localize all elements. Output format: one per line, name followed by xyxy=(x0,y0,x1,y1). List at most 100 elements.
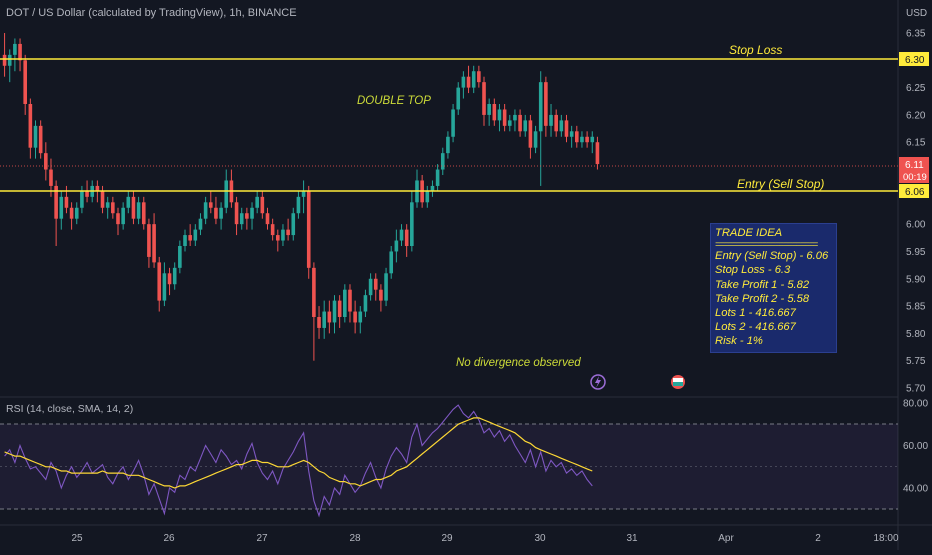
lightning-event-icon[interactable] xyxy=(590,374,606,390)
candle-body xyxy=(13,43,17,55)
candle xyxy=(332,295,337,334)
candle xyxy=(260,191,265,219)
candle-body xyxy=(105,202,110,208)
candle xyxy=(44,142,48,181)
candle-body xyxy=(260,196,265,214)
candle-body xyxy=(121,207,125,225)
candle-body xyxy=(64,196,69,208)
time-tick-label: 28 xyxy=(349,533,361,544)
trade-idea-stop-loss: Stop Loss - 6.3 xyxy=(715,264,791,277)
candle xyxy=(111,196,115,219)
candle-body xyxy=(239,213,244,225)
candle xyxy=(23,54,28,115)
candle-body xyxy=(80,191,84,208)
candle-body xyxy=(286,229,290,236)
candle-body xyxy=(214,207,218,219)
price-tick-label: 6.00 xyxy=(906,220,926,231)
candle-body xyxy=(172,267,177,285)
double-top-label: DOUBLE TOP xyxy=(357,95,431,107)
candle xyxy=(353,300,357,334)
price-tick-label: 6.20 xyxy=(906,110,926,121)
candle xyxy=(440,147,445,175)
trade-idea-entry: Entry (Sell Stop) - 6.06 xyxy=(715,250,829,263)
candle-body xyxy=(85,191,89,197)
trade-idea-box: TRADE IDEA ======================== Entr… xyxy=(710,223,837,353)
candle-body xyxy=(126,196,131,208)
candle xyxy=(533,125,538,154)
candle xyxy=(379,284,383,312)
rsi-tick-label: 80.00 xyxy=(903,399,928,410)
candle-body xyxy=(152,224,156,263)
stop-loss-label: Stop Loss xyxy=(729,43,782,57)
candle xyxy=(538,71,543,186)
candle xyxy=(28,98,33,159)
price-tick-label: 5.85 xyxy=(906,302,926,313)
candle xyxy=(358,306,363,334)
candle xyxy=(152,213,156,268)
candle-body xyxy=(523,120,528,132)
candle xyxy=(590,131,595,154)
candle xyxy=(275,229,280,252)
divergence-label: No divergence observed xyxy=(456,357,581,369)
candle xyxy=(234,196,239,236)
candle-body xyxy=(358,311,363,323)
candle xyxy=(549,104,553,137)
candle-body xyxy=(301,191,306,197)
rsi-indicator-label[interactable]: RSI (14, close, SMA, 14, 2) xyxy=(6,403,134,415)
rsi-band xyxy=(0,424,898,509)
candle xyxy=(306,185,311,279)
candle-body xyxy=(317,317,321,328)
candle xyxy=(569,125,574,148)
time-tick-label: 31 xyxy=(626,533,638,544)
candle-body xyxy=(167,273,172,285)
candle xyxy=(296,191,301,219)
candle-body xyxy=(270,224,275,236)
candle xyxy=(281,224,285,246)
candle xyxy=(121,202,125,230)
trade-idea-take-profit-2: Take Profit 2 - 5.58 xyxy=(715,292,810,305)
candle-body xyxy=(425,191,430,203)
candle xyxy=(270,218,275,241)
candle xyxy=(239,207,244,230)
candle xyxy=(482,76,486,126)
currency-label: USD xyxy=(906,8,927,19)
price-tick-label: 6.15 xyxy=(906,138,926,149)
candle xyxy=(507,114,512,132)
candle-body xyxy=(466,76,471,88)
candle-body xyxy=(18,43,22,61)
candle-body xyxy=(363,295,368,312)
flag-event-icon[interactable] xyxy=(671,375,685,389)
candle xyxy=(7,49,12,83)
candle-body xyxy=(430,185,435,192)
candle-body xyxy=(373,278,378,290)
candle-body xyxy=(559,120,564,132)
candle-body xyxy=(162,273,167,301)
candle-body xyxy=(487,104,491,115)
candle-body xyxy=(203,202,208,219)
trade-idea-title: TRADE IDEA xyxy=(715,227,783,239)
candle-body xyxy=(410,202,414,246)
trade-idea-lots-2: Lots 2 - 416.667 xyxy=(715,321,796,334)
candle-body xyxy=(538,82,543,132)
candle-body xyxy=(502,109,507,126)
candle xyxy=(343,284,347,323)
candle xyxy=(208,191,213,214)
candle-body xyxy=(497,109,502,121)
candle-body xyxy=(147,224,151,257)
candle xyxy=(466,65,471,94)
candle-body xyxy=(234,202,239,225)
candle xyxy=(435,164,440,192)
candle xyxy=(255,191,259,214)
candle-body xyxy=(337,300,342,317)
candle xyxy=(126,191,131,214)
candle-body xyxy=(312,267,316,317)
candle-body xyxy=(507,120,512,126)
price-tick-label: 6.35 xyxy=(906,29,926,40)
price-tick-label: 5.70 xyxy=(906,384,926,395)
candle xyxy=(203,196,208,225)
candle-body xyxy=(513,114,517,121)
candle xyxy=(116,207,120,236)
price-tick-label: 5.80 xyxy=(906,329,926,340)
candle-body xyxy=(255,196,259,208)
candle xyxy=(250,202,254,230)
